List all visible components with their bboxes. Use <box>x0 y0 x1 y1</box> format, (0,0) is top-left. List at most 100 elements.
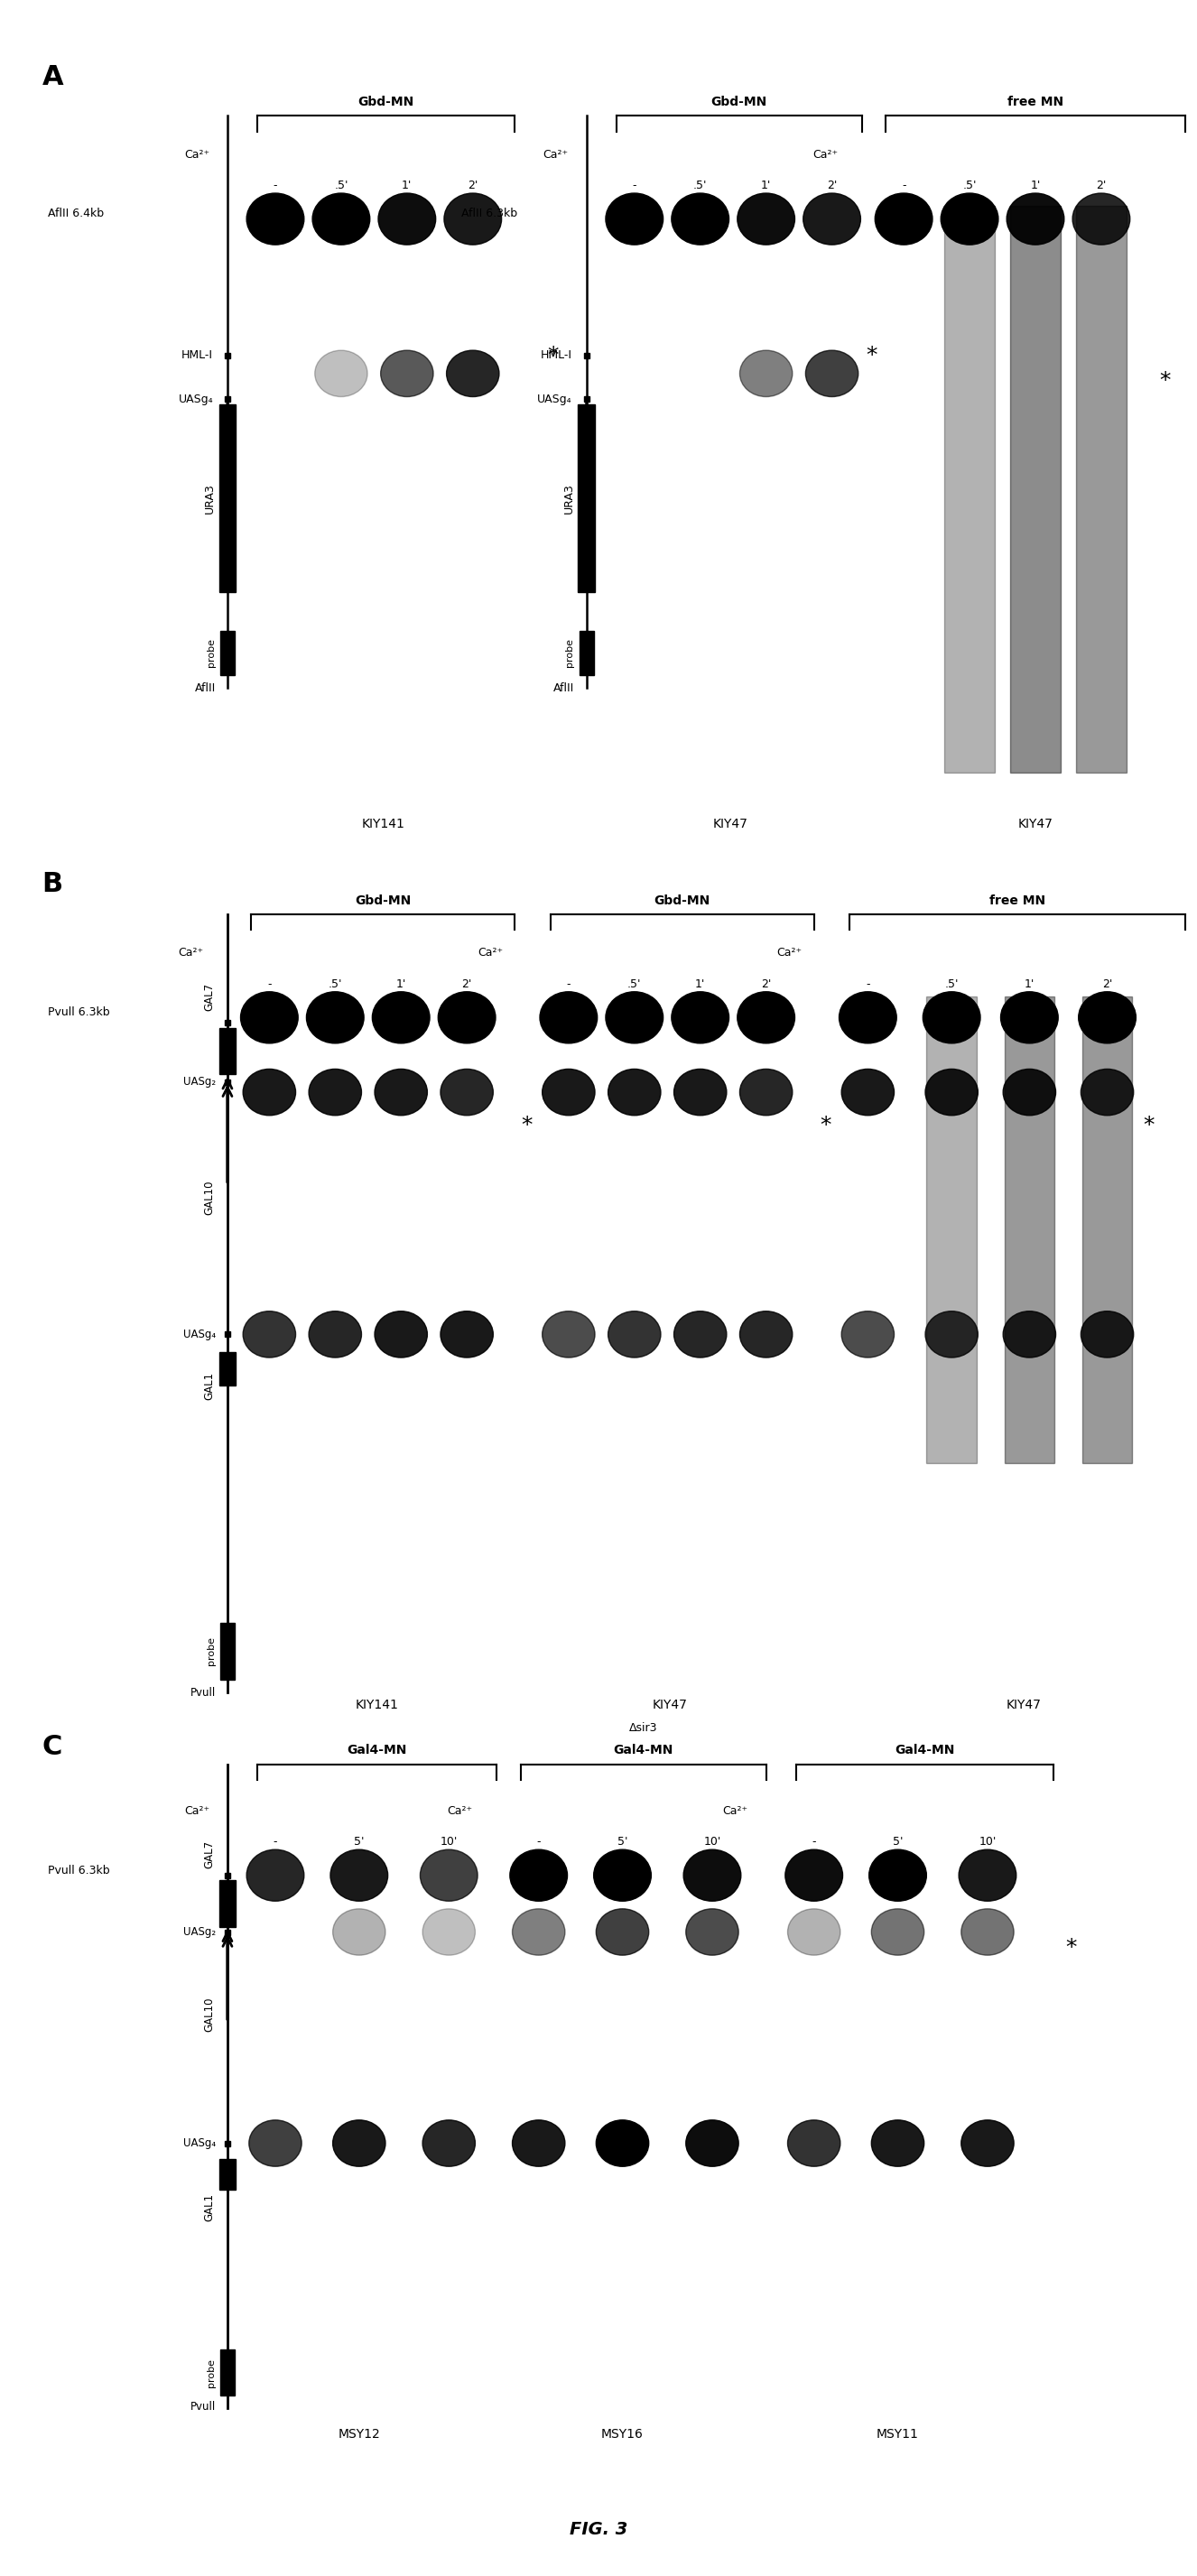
Ellipse shape <box>941 193 998 245</box>
Text: Gbd-MN: Gbd-MN <box>711 95 767 108</box>
Text: GAL10: GAL10 <box>203 1996 215 2032</box>
Text: 5': 5' <box>893 1837 903 1847</box>
Ellipse shape <box>683 1850 741 1901</box>
Text: HML-I: HML-I <box>541 350 572 361</box>
Text: 10': 10' <box>979 1837 996 1847</box>
Text: Δsir3: Δsir3 <box>630 1721 657 1734</box>
Text: 1': 1' <box>396 979 406 989</box>
Text: Ca²⁺: Ca²⁺ <box>478 948 503 958</box>
Ellipse shape <box>608 1069 661 1115</box>
Ellipse shape <box>440 1069 493 1115</box>
Ellipse shape <box>686 2120 739 2166</box>
Ellipse shape <box>596 2120 649 2166</box>
Text: Gal4-MN: Gal4-MN <box>347 1744 407 1757</box>
Text: 10': 10' <box>440 1837 457 1847</box>
Text: KIY47: KIY47 <box>712 819 748 829</box>
Text: probe: probe <box>565 639 575 667</box>
Ellipse shape <box>306 992 364 1043</box>
Bar <box>219 2159 236 2190</box>
Text: KIY47: KIY47 <box>652 1700 688 1710</box>
Ellipse shape <box>420 1850 478 1901</box>
Ellipse shape <box>1073 193 1130 245</box>
Ellipse shape <box>871 2120 924 2166</box>
Ellipse shape <box>243 1311 296 1358</box>
Ellipse shape <box>608 1311 661 1358</box>
Bar <box>578 404 595 592</box>
Bar <box>219 1352 236 1386</box>
Ellipse shape <box>312 193 370 245</box>
Ellipse shape <box>925 1311 978 1358</box>
Ellipse shape <box>1003 1069 1056 1115</box>
Ellipse shape <box>1003 1311 1056 1358</box>
Text: UASg₄: UASg₄ <box>178 394 213 404</box>
Ellipse shape <box>249 2120 302 2166</box>
Text: AflII: AflII <box>194 683 215 696</box>
Text: C: C <box>42 1734 62 1759</box>
Bar <box>220 631 235 675</box>
Text: -: - <box>273 180 278 191</box>
Bar <box>944 206 995 773</box>
Ellipse shape <box>1081 1069 1134 1115</box>
Ellipse shape <box>871 1909 924 1955</box>
Bar <box>219 1880 236 1927</box>
Text: -: - <box>267 979 272 989</box>
Text: Ca²⁺: Ca²⁺ <box>178 948 203 958</box>
Bar <box>219 1028 236 1074</box>
Text: Pvull: Pvull <box>190 2401 215 2414</box>
Text: 2': 2' <box>761 979 771 989</box>
Ellipse shape <box>788 2120 840 2166</box>
Ellipse shape <box>869 1850 926 1901</box>
Text: 2': 2' <box>827 180 837 191</box>
Ellipse shape <box>423 1909 475 1955</box>
Ellipse shape <box>806 350 858 397</box>
Text: FIG. 3: FIG. 3 <box>570 2522 627 2537</box>
Ellipse shape <box>785 1850 843 1901</box>
Text: .5': .5' <box>334 180 348 191</box>
Text: MSY12: MSY12 <box>338 2429 381 2439</box>
Ellipse shape <box>959 1850 1016 1901</box>
Text: UASg₄: UASg₄ <box>183 1329 215 1340</box>
Text: Pvull 6.3kb: Pvull 6.3kb <box>48 1007 110 1018</box>
Text: Ca²⁺: Ca²⁺ <box>777 948 802 958</box>
Bar <box>1004 997 1055 1463</box>
Text: Gbd-MN: Gbd-MN <box>356 894 411 907</box>
Text: 10': 10' <box>704 1837 721 1847</box>
Text: 2': 2' <box>1096 180 1106 191</box>
Text: 1': 1' <box>761 180 771 191</box>
Text: Ca²⁺: Ca²⁺ <box>813 149 838 160</box>
Text: *: * <box>547 345 559 366</box>
Text: 1': 1' <box>402 180 412 191</box>
Ellipse shape <box>740 1069 792 1115</box>
Text: -: - <box>632 180 637 191</box>
Ellipse shape <box>961 1909 1014 1955</box>
Ellipse shape <box>542 1311 595 1358</box>
Text: 2': 2' <box>468 180 478 191</box>
Ellipse shape <box>686 1909 739 1955</box>
Text: AflII 6.4kb: AflII 6.4kb <box>48 209 104 219</box>
Text: Gal4-MN: Gal4-MN <box>894 1744 955 1757</box>
Ellipse shape <box>737 193 795 245</box>
Text: 1': 1' <box>1025 979 1034 989</box>
Text: .5': .5' <box>328 979 342 989</box>
Ellipse shape <box>330 1850 388 1901</box>
Text: AflII: AflII <box>553 683 575 696</box>
Text: -: - <box>536 1837 541 1847</box>
Text: Ca²⁺: Ca²⁺ <box>723 1806 748 1816</box>
Text: Ca²⁺: Ca²⁺ <box>184 149 209 160</box>
Ellipse shape <box>606 992 663 1043</box>
Text: HML-I: HML-I <box>182 350 213 361</box>
Ellipse shape <box>740 350 792 397</box>
Text: GAL7: GAL7 <box>203 984 215 1010</box>
Text: -: - <box>865 979 870 989</box>
Ellipse shape <box>309 1069 361 1115</box>
Ellipse shape <box>737 992 795 1043</box>
Ellipse shape <box>606 193 663 245</box>
Ellipse shape <box>672 992 729 1043</box>
Text: *: * <box>521 1115 533 1136</box>
Text: probe: probe <box>206 639 215 667</box>
Bar <box>220 2349 235 2396</box>
Text: Pvull: Pvull <box>190 1687 215 1700</box>
Text: 1': 1' <box>695 979 705 989</box>
Ellipse shape <box>512 1909 565 1955</box>
Text: B: B <box>42 871 62 896</box>
